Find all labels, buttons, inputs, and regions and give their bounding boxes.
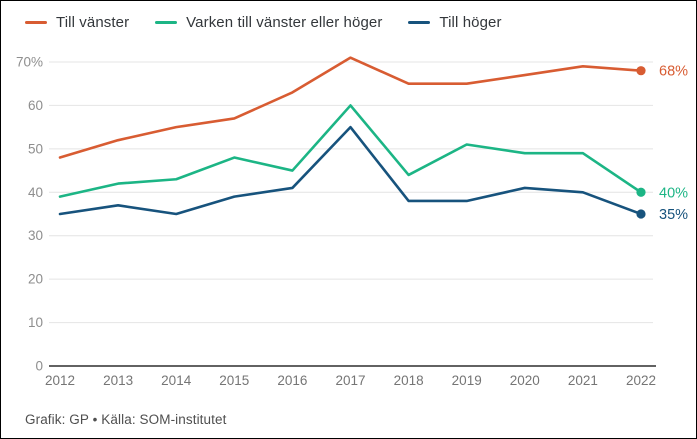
legend-line-swatch-icon bbox=[155, 21, 178, 24]
y-tick-label: 50 bbox=[28, 141, 43, 156]
series-end-dot bbox=[636, 66, 646, 76]
x-tick-label: 2016 bbox=[277, 373, 307, 388]
y-tick-label: 10 bbox=[28, 315, 43, 330]
y-tick-label: 0 bbox=[35, 359, 43, 374]
series-line bbox=[58, 125, 643, 216]
credit-line: Grafik: GP • Källa: SOM-institutet bbox=[25, 412, 227, 427]
x-tick-label: 2017 bbox=[335, 373, 365, 388]
x-tick-label: 2020 bbox=[510, 373, 540, 388]
x-tick-label: 2021 bbox=[568, 373, 598, 388]
x-tick-label: 2012 bbox=[45, 373, 75, 388]
y-tick-label: 60 bbox=[28, 98, 43, 113]
legend-item: Varken till vänster eller höger bbox=[155, 14, 382, 31]
series-end-value-label: 35% bbox=[659, 207, 688, 223]
legend-item-label: Till höger bbox=[439, 14, 502, 31]
legend-line-swatch-icon bbox=[408, 21, 431, 24]
legend-item: Till vänster bbox=[25, 14, 129, 31]
y-tick-label: 20 bbox=[28, 272, 43, 287]
x-tick-label: 2018 bbox=[394, 373, 424, 388]
series-end-dot bbox=[636, 187, 646, 197]
legend-line-swatch-icon bbox=[25, 21, 47, 24]
series-line bbox=[58, 104, 643, 198]
x-tick-label: 2015 bbox=[219, 373, 249, 388]
legend-item-label: Varken till vänster eller höger bbox=[186, 14, 383, 31]
legend-item-label: Till vänster bbox=[56, 14, 130, 31]
series-line bbox=[58, 56, 643, 159]
y-tick-label: 70% bbox=[16, 55, 43, 70]
legend: Till vänster Varken till vänster eller hö… bbox=[25, 14, 502, 31]
series-end-value-label: 40% bbox=[659, 185, 688, 201]
x-tick-label: 2019 bbox=[452, 373, 482, 388]
x-tick-label: 2013 bbox=[103, 373, 133, 388]
x-tick-label: 2022 bbox=[626, 373, 656, 388]
y-tick-label: 30 bbox=[28, 228, 43, 243]
series-end-value-label: 68% bbox=[659, 64, 688, 80]
y-tick-label: 40 bbox=[28, 185, 43, 200]
x-tick-label: 2014 bbox=[161, 373, 192, 388]
legend-item: Till höger bbox=[408, 14, 501, 31]
series-end-dot bbox=[636, 209, 646, 219]
